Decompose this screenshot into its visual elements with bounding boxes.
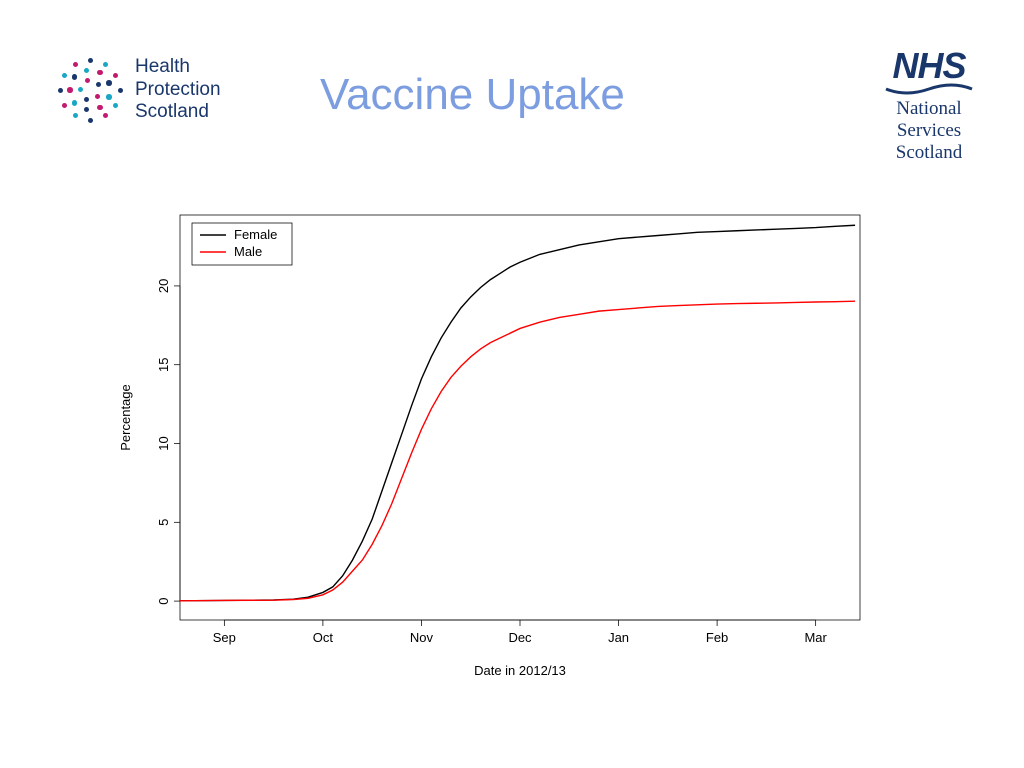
nhs-wave-icon xyxy=(884,83,974,97)
y-tick-label: 20 xyxy=(156,279,171,293)
x-tick-label: Sep xyxy=(213,630,236,645)
hps-line3: Scotland xyxy=(135,101,221,124)
hps-line2: Protection xyxy=(135,79,221,102)
nhs-sub3: Scotland xyxy=(884,143,974,163)
hps-dots-icon xyxy=(55,55,125,125)
hps-line1: Health xyxy=(135,56,221,79)
x-tick-label: Dec xyxy=(508,630,532,645)
x-tick-label: Nov xyxy=(410,630,434,645)
x-tick-label: Mar xyxy=(804,630,827,645)
y-tick-label: 15 xyxy=(156,357,171,371)
plot-area xyxy=(180,215,860,620)
x-axis-label: Date in 2012/13 xyxy=(474,663,566,678)
nhs-sub1: National xyxy=(884,99,974,119)
x-tick-label: Feb xyxy=(706,630,728,645)
hps-logo-text: Health Protection Scotland xyxy=(135,56,221,124)
legend-label: Female xyxy=(234,227,277,242)
nhs-sub2: Services xyxy=(884,121,974,141)
page-title: Vaccine Uptake xyxy=(320,70,625,120)
y-tick-label: 0 xyxy=(156,597,171,604)
uptake-chart: 0 5 10 15 20 Sep Oct Nov Dec Jan Feb Mar Date in 201… xyxy=(100,200,890,710)
y-tick-label: 5 xyxy=(156,519,171,526)
y-tick-label: 10 xyxy=(156,436,171,450)
x-tick-label: Oct xyxy=(313,630,334,645)
nhs-text: NHS xyxy=(884,45,974,87)
x-tick-label: Jan xyxy=(608,630,629,645)
legend-label: Male xyxy=(234,244,262,259)
hps-logo: Health Protection Scotland xyxy=(55,55,221,125)
y-axis-label: Percentage xyxy=(118,384,133,451)
nhs-logo: NHS National Services Scotland xyxy=(884,45,974,163)
